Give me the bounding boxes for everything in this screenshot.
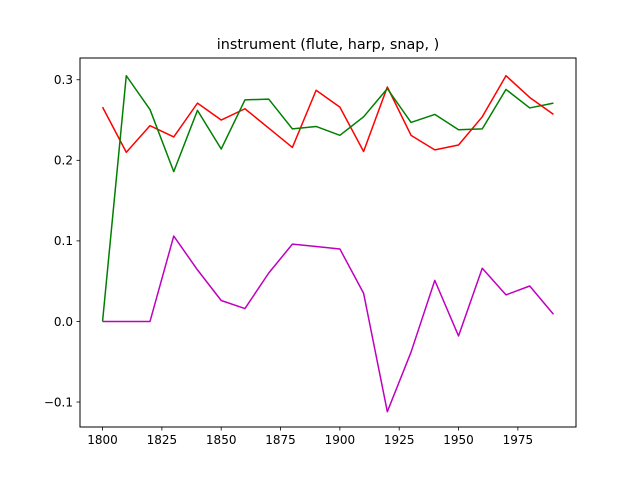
x-tick-label: 1800: [87, 433, 118, 447]
series-line-1: [101, 74, 554, 154]
x-tick-label: 1925: [384, 433, 415, 447]
x-tick-label: 1875: [265, 433, 296, 447]
series-line-2: [101, 74, 554, 322]
x-tick-label: 1975: [503, 433, 534, 447]
chart-title: instrument (flute, harp, snap, ): [217, 37, 439, 53]
y-tick-label: 0.0: [54, 315, 73, 329]
x-tick-label: 1900: [325, 433, 356, 447]
y-axis: −0.1 0.0 0.1 0.2 0.3: [44, 73, 80, 409]
y-tick-label: −0.1: [44, 395, 73, 409]
x-tick-label: 1950: [443, 433, 474, 447]
series-layer: [101, 74, 555, 413]
x-axis: 1800 1825 1850 1875 1900 1925 1950 1975: [87, 427, 533, 447]
y-tick-label: 0.1: [54, 234, 73, 248]
x-tick-label: 1850: [206, 433, 237, 447]
y-tick-label: 0.3: [54, 73, 73, 87]
series-line-3: [102, 235, 555, 413]
y-tick-label: 0.2: [54, 154, 73, 168]
plot-frame: [79, 57, 577, 428]
x-tick-label: 1825: [147, 433, 178, 447]
